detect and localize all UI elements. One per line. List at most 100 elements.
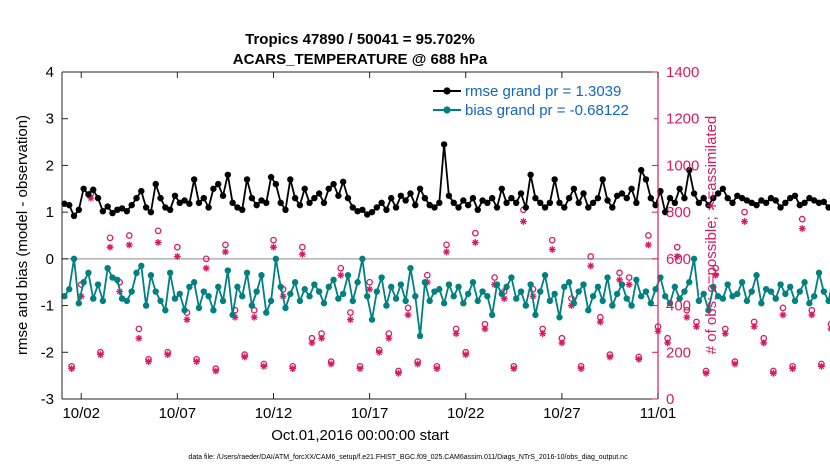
bias-point <box>493 281 501 288</box>
rmse-point <box>589 199 597 206</box>
bias-point <box>301 286 308 293</box>
y-tick-label: -3 <box>41 391 54 408</box>
assimilated-obs-point <box>616 276 623 284</box>
bias-point <box>416 332 424 340</box>
bias-point <box>714 293 722 300</box>
plot-frame <box>62 72 658 399</box>
bias-point <box>421 279 429 286</box>
bias-point <box>527 281 534 288</box>
bias-point <box>815 269 823 277</box>
rmse-point <box>676 185 683 192</box>
possible-obs-point <box>202 255 210 263</box>
assimilated-obs-point <box>731 360 739 368</box>
bias-point <box>277 283 284 291</box>
x-tick-label: 10/12 <box>255 405 293 422</box>
assimilated-obs-point <box>68 365 76 373</box>
y-tick-label: 0 <box>46 251 54 268</box>
bias-point <box>166 269 174 277</box>
bias-point <box>464 290 472 298</box>
rmse-point <box>190 176 198 183</box>
assimilated-obs-point <box>606 353 614 361</box>
bias-point <box>157 297 164 305</box>
bias-point <box>440 300 448 307</box>
bias-point <box>80 279 87 286</box>
possible-obs-point <box>616 269 623 277</box>
bias-point <box>628 302 635 309</box>
assimilated-obs-point <box>145 358 152 366</box>
rmse-point <box>166 206 174 214</box>
bias-point <box>758 300 765 307</box>
rmse-point <box>762 199 770 206</box>
axes <box>61 71 659 400</box>
plot-area <box>62 72 658 399</box>
bias-point <box>474 297 481 305</box>
y-tick-label: 4 <box>46 64 54 81</box>
rmse-point <box>282 206 289 214</box>
y2-tick-label: 1400 <box>666 64 699 81</box>
y2-axis-label: # of obs: o=possible; ∗=assimilated <box>703 116 720 355</box>
bias-point <box>205 293 212 300</box>
possible-obs-point <box>423 271 431 279</box>
rmse-point <box>349 204 356 211</box>
rmse-point <box>421 194 429 202</box>
rmse-point <box>152 180 159 188</box>
bias-point <box>455 283 462 291</box>
bias-point <box>537 288 544 295</box>
rmse-point <box>267 173 275 181</box>
rmse-point <box>368 208 376 216</box>
bias-point <box>436 286 443 293</box>
x-tick-label: 10/07 <box>159 405 197 422</box>
rmse-point <box>561 204 568 211</box>
bias-point <box>311 281 318 288</box>
rmse-point <box>291 194 299 202</box>
rmse-point <box>580 190 587 197</box>
bias-point <box>320 300 328 307</box>
assimilated-obs-point <box>327 360 335 368</box>
rmse-point <box>484 199 491 206</box>
assimilated-obs-point <box>635 355 643 363</box>
bias-point <box>368 316 376 323</box>
data-file-footnote: data file: /Users/raeder/DAI/ATM_forcXX/… <box>188 454 628 461</box>
chart-title: Tropics 47890 / 50041 = 95.702% <box>245 31 475 48</box>
bias-point <box>373 288 381 295</box>
rmse-point <box>686 166 693 174</box>
bias-point <box>585 307 592 314</box>
rmse-point <box>623 194 630 202</box>
assimilated-obs-point <box>818 362 825 370</box>
assimilated-obs-point <box>568 302 575 309</box>
rmse-point <box>277 199 284 206</box>
legend-bias-marker <box>443 106 451 114</box>
bias-point <box>85 269 92 277</box>
assimilated-obs-point <box>587 262 595 270</box>
bias-point <box>609 302 616 309</box>
assimilated-obs-point <box>97 351 104 359</box>
rmse-point <box>66 201 73 209</box>
bias-point <box>652 286 659 293</box>
y-tick-label: -1 <box>41 298 54 315</box>
assimilated-obs-point <box>222 248 229 256</box>
assimilated-obs-point <box>741 218 748 225</box>
bias-point <box>647 300 654 307</box>
rmse-point <box>296 201 304 209</box>
bias-point <box>287 290 294 298</box>
rmse-point <box>90 186 97 193</box>
rmse-point <box>734 192 741 199</box>
rmse-point <box>287 176 294 183</box>
rmse-point <box>729 199 736 206</box>
rmse-point <box>388 194 395 202</box>
rmse-point <box>599 176 606 183</box>
possible-obs-point <box>827 321 830 328</box>
rmse-point <box>181 197 188 204</box>
legend-box <box>428 80 654 122</box>
assimilated-obs-point <box>789 365 796 373</box>
rmse-point <box>575 199 582 206</box>
bias-point <box>738 279 746 286</box>
assimilated-obs-point <box>289 365 297 373</box>
rmse-point <box>195 199 203 206</box>
possible-obs-point <box>712 264 720 272</box>
rmse-point <box>147 208 155 216</box>
rmse-point <box>114 206 121 214</box>
rmse-point <box>80 185 87 192</box>
assimilated-obs-point <box>750 323 758 330</box>
rmse-point <box>460 197 467 204</box>
